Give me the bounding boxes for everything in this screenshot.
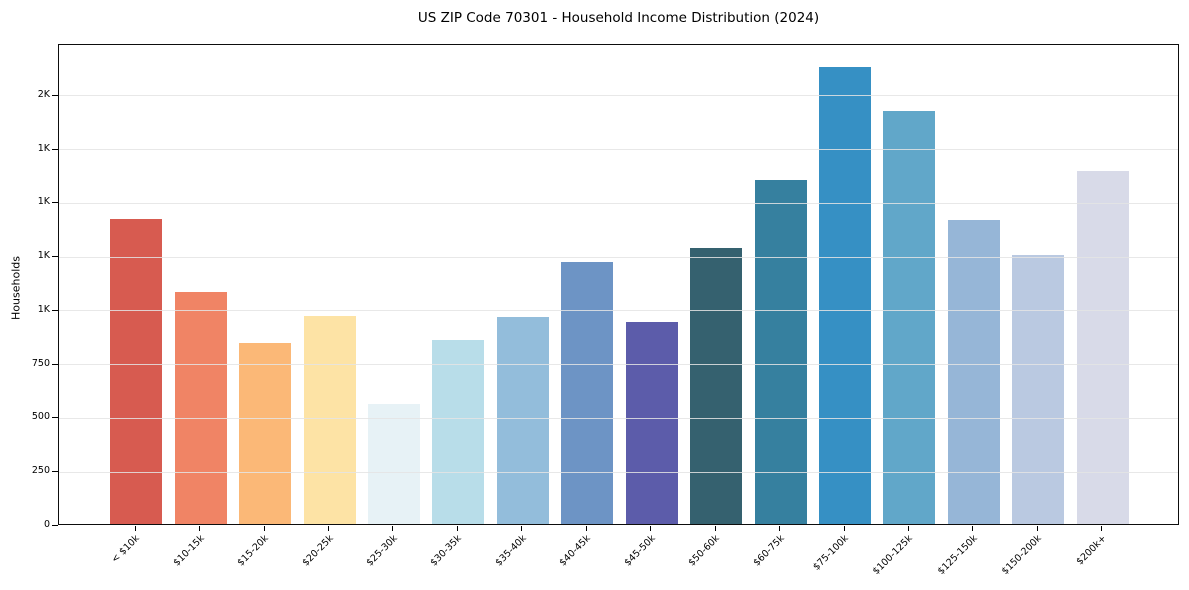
y-tick [52, 309, 58, 311]
plot-area [58, 44, 1179, 525]
x-tick [328, 526, 330, 531]
y-tick [52, 525, 58, 526]
y-tick [52, 417, 58, 419]
x-tick-label: < $10k [109, 533, 142, 566]
bar [819, 67, 872, 524]
bar [174, 291, 227, 524]
bar [754, 180, 807, 524]
x-tick-label: $50-60k [686, 533, 722, 569]
x-tick-label: $150-200k [1000, 533, 1045, 578]
x-tick-label: $100-125k [871, 533, 916, 578]
x-tick-label: $35-40k [493, 533, 529, 569]
x-tick-label: $60-75k [750, 533, 787, 569]
y-tick [52, 256, 58, 258]
y-tick-label: 750 [31, 357, 50, 369]
y-tick [52, 202, 58, 204]
y-tick [52, 148, 58, 150]
x-tick-label: $45-50k [622, 533, 658, 569]
bar [947, 219, 1000, 524]
bar [303, 315, 356, 524]
x-tick [972, 526, 974, 531]
y-tick-label: 1K [37, 196, 50, 208]
bar [1076, 170, 1129, 524]
x-tick [1036, 526, 1038, 531]
bar [1012, 255, 1065, 524]
bar [561, 261, 614, 524]
bar [432, 339, 485, 524]
x-tick [585, 526, 587, 531]
x-tick [650, 526, 652, 531]
x-tick [779, 526, 781, 531]
x-tick-label: $125-150k [935, 533, 980, 578]
y-tick [52, 471, 58, 473]
y-tick-label: 500 [31, 411, 50, 423]
bar [625, 321, 678, 524]
x-tick [263, 526, 265, 531]
bar [367, 404, 420, 524]
x-tick [456, 526, 458, 531]
x-tick [843, 526, 845, 531]
bar [883, 111, 936, 524]
x-tick [134, 526, 136, 531]
y-tick-label: 2K [37, 88, 50, 100]
x-tick-label: $75-100k [811, 533, 851, 573]
chart-title: US ZIP Code 70301 - Household Income Dis… [417, 10, 820, 26]
y-tick [52, 363, 58, 365]
x-tick [907, 526, 909, 531]
x-tick-label: $10-15k [170, 533, 207, 569]
bar [110, 218, 163, 524]
x-tick-label: $30-35k [428, 533, 465, 569]
x-tick-label: $200k+ [1074, 533, 1109, 568]
x-tick [199, 526, 201, 531]
x-tick [521, 526, 523, 531]
x-tick-label: $20-25k [299, 533, 336, 569]
bar [690, 247, 743, 524]
x-tick-label: $15-20k [235, 533, 271, 569]
y-tick [52, 94, 58, 96]
y-tick-label: 0 [43, 519, 50, 530]
x-tick [714, 526, 716, 531]
y-tick-label: 1K [37, 142, 50, 154]
x-tick [1101, 526, 1103, 531]
bars-layer [59, 45, 1178, 524]
x-tick [392, 526, 394, 531]
bar [496, 316, 549, 524]
y-tick-label: 1K [37, 250, 50, 262]
x-tick-label: $40-45k [557, 533, 594, 569]
y-tick-label: 250 [31, 465, 50, 477]
bar [239, 343, 292, 524]
y-tick-label: 1K [37, 303, 50, 315]
